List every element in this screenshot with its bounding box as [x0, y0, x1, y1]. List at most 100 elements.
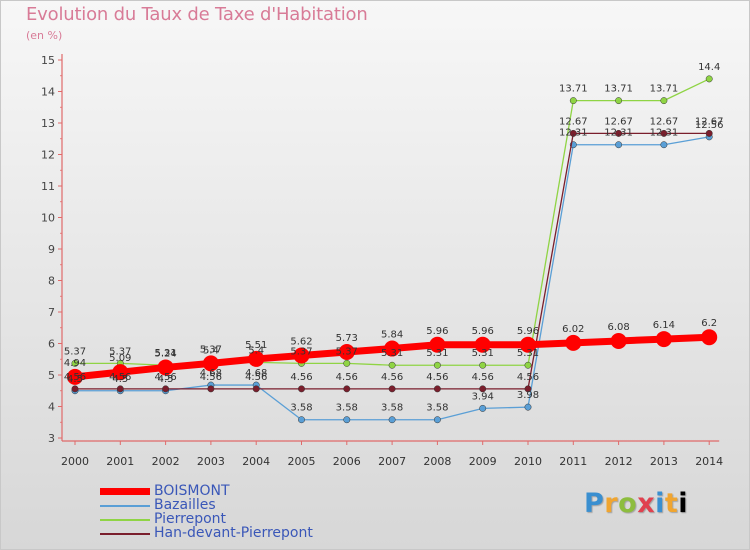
y-tick-label: 8 [48, 275, 55, 288]
series-point-1 [433, 416, 441, 424]
x-tick-label: 2000 [61, 455, 89, 468]
data-label-3: 4.56 [290, 372, 312, 383]
series-point-0 [610, 332, 627, 349]
series-point-3 [71, 385, 79, 393]
data-label-1: 3.98 [517, 390, 539, 401]
y-tick-label: 12 [41, 149, 55, 162]
x-tick-label: 2001 [106, 455, 134, 468]
series-point-3 [252, 385, 260, 393]
data-label-1: 4.5 [112, 374, 128, 385]
y-tick-label: 14 [41, 86, 55, 99]
series-point-2 [569, 97, 577, 105]
x-tick-label: 2005 [288, 455, 316, 468]
series-point-1 [660, 141, 668, 149]
data-label-3: 4.56 [245, 372, 267, 383]
data-label-3: 4.56 [426, 372, 448, 383]
logo-letter: i [655, 488, 665, 519]
data-label-1: 3.94 [472, 391, 494, 402]
legend-label-boismont: BOISMONT [154, 483, 230, 499]
series-point-2 [343, 359, 351, 367]
series-point-0 [474, 336, 491, 353]
data-label-2: 5.31 [472, 348, 494, 359]
data-label-1: 3.58 [426, 403, 448, 414]
x-tick-label: 2010 [514, 455, 542, 468]
series-point-3 [660, 129, 668, 137]
x-tick-label: 2007 [378, 455, 406, 468]
data-label-1: 3.58 [290, 403, 312, 414]
legend-swatch-bazailles [100, 505, 150, 507]
y-tick-label: 3 [48, 432, 55, 445]
data-label-1: 3.58 [381, 403, 403, 414]
series-point-3 [615, 129, 623, 137]
chart-title: Evolution du Taux de Taxe d'Habitation [26, 4, 368, 25]
x-tick-label: 2008 [423, 455, 451, 468]
data-label-2: 5.31 [517, 348, 539, 359]
series-point-0 [293, 347, 310, 364]
series-point-0 [112, 364, 129, 381]
data-label-0: 5.96 [426, 326, 448, 337]
series-point-2 [479, 361, 487, 369]
data-label-0: 5.09 [109, 353, 131, 364]
series-point-1 [615, 141, 623, 149]
legend-label-pierrepont: Pierrepont [154, 511, 227, 527]
data-label-2: 5.37 [109, 346, 131, 357]
y-tick-label: 10 [41, 212, 55, 225]
series-point-1 [479, 404, 487, 412]
series-point-3 [524, 385, 532, 393]
logo-letter: i [678, 488, 689, 519]
series-point-0 [202, 355, 219, 372]
series-point-3 [162, 385, 170, 393]
series-point-3 [343, 385, 351, 393]
series-point-0 [565, 334, 582, 351]
series-point-0 [338, 344, 355, 361]
data-label-3: 4.56 [381, 372, 403, 383]
data-label-3: 4.56 [109, 372, 131, 383]
series-point-2 [705, 75, 713, 83]
series-point-1 [388, 416, 396, 424]
series-point-3 [388, 385, 396, 393]
series-point-2 [524, 361, 532, 369]
data-label-3: 4.56 [336, 372, 358, 383]
x-tick-label: 2002 [152, 455, 180, 468]
data-label-3: 4.56 [200, 372, 222, 383]
y-tick-label: 13 [41, 117, 55, 130]
series-point-3 [705, 129, 713, 137]
data-label-3: 4.56 [64, 372, 86, 383]
series-point-3 [116, 385, 124, 393]
y-tick-label: 15 [41, 54, 55, 67]
series-point-0 [701, 329, 718, 346]
y-tick-label: 11 [41, 180, 55, 193]
data-label-0: 6.08 [607, 322, 629, 333]
series-point-0 [655, 331, 672, 348]
series-point-0 [429, 336, 446, 353]
y-tick-label: 5 [48, 369, 55, 382]
series-point-1 [343, 416, 351, 424]
data-label-3: 12.67 [695, 116, 724, 127]
logo-letter: r [604, 488, 619, 519]
series-point-0 [67, 368, 83, 385]
data-label-3: 4.56 [472, 372, 494, 383]
x-tick-label: 2006 [333, 455, 361, 468]
unit-label: (en %) [26, 29, 63, 42]
data-label-2: 5.37 [290, 346, 312, 357]
series-point-3 [207, 385, 215, 393]
data-label-1: 3.58 [336, 403, 358, 414]
legend-swatch-han-devant-pierrepont [100, 533, 150, 535]
data-label-1: 4.68 [245, 368, 267, 379]
data-label-3: 4.56 [154, 372, 176, 383]
series-point-3 [479, 385, 487, 393]
logo-letter: o [618, 488, 638, 519]
data-label-1: 12.31 [650, 128, 679, 139]
data-label-3: 12.67 [604, 116, 633, 127]
series-point-1 [298, 416, 305, 424]
data-label-0: 4.94 [64, 358, 86, 369]
data-label-2: 13.71 [559, 84, 588, 95]
series-point-1 [524, 403, 532, 411]
data-label-3: 12.67 [559, 116, 588, 127]
legend-swatch-pierrepont [100, 519, 150, 521]
logo-letter: t [664, 488, 679, 519]
x-tick-label: 2013 [650, 455, 678, 468]
x-tick-label: 2003 [197, 455, 225, 468]
data-label-2: 5.37 [336, 346, 358, 357]
